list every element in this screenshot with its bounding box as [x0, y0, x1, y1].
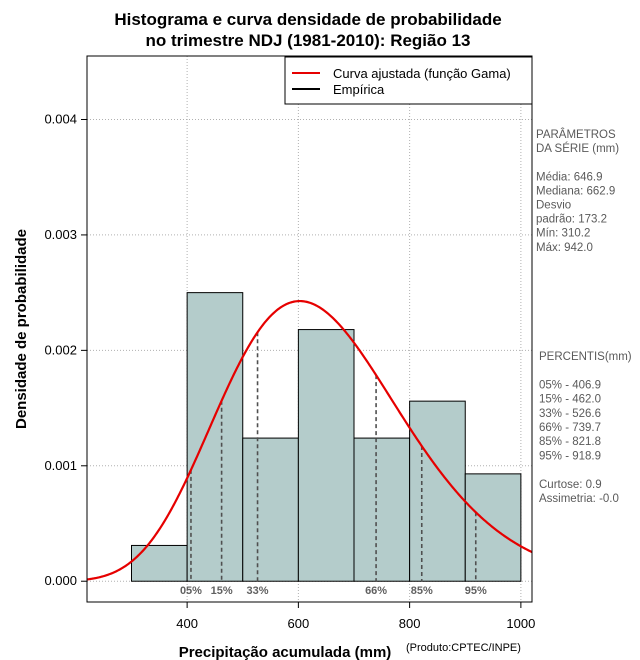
x-axis-label: Precipitação acumulada (mm)	[179, 644, 392, 660]
y-axis-label: Densidade de probabilidade	[13, 229, 30, 429]
histogram-bar-1	[186, 292, 244, 582]
percentile-label-4: 85%	[411, 585, 433, 597]
param-line-3: Média: 646.9	[536, 171, 603, 183]
y-tick-label-4: 0.004	[44, 111, 77, 126]
param-line-0: PARÂMETROS	[536, 128, 616, 141]
percentiles-panel: PERCENTIS(mm) 05% - 406.9 15% - 462.0 33% -…	[539, 351, 632, 505]
chart-title-line-1: Histograma e curva densidade de probabil…	[114, 10, 501, 29]
y-axis: 0.000 0.001 0.002 0.003 0.004	[44, 111, 87, 588]
fitted-curve-layer	[86, 299, 533, 581]
x-tick-label-1: 600	[288, 616, 310, 631]
param-line-1: DA SÉRIE (mm)	[536, 142, 619, 155]
percentis-line-0: PERCENTIS(mm)	[539, 351, 632, 363]
x-tick-label-3: 1000	[506, 616, 535, 631]
percentis-line-7: 95% - 918.9	[539, 450, 601, 462]
histogram-bar-3	[297, 329, 355, 582]
percentile-label-0: 05%	[180, 585, 202, 597]
param-line-4: Mediana: 662.9	[536, 185, 615, 197]
x-tick-label-2: 800	[399, 616, 421, 631]
histogram-bar-2	[242, 437, 299, 582]
chart-title-line-2: no trimestre NDJ (1981-2010): Região 13	[145, 31, 470, 50]
percentis-line-5: 66% - 739.7	[539, 422, 601, 434]
percentile-lines	[190, 332, 477, 582]
y-tick-label-3: 0.003	[44, 227, 77, 242]
param-line-7: Mín: 310.2	[536, 228, 590, 240]
legend: Curva ajustada (função Gama) Empírica	[284, 56, 533, 105]
x-tick-label-0: 400	[176, 616, 198, 631]
percentis-line-4: 33% - 526.6	[539, 408, 601, 420]
percentis-line-9: Curtose: 0.9	[539, 479, 602, 491]
param-line-5: Desvio	[536, 200, 571, 212]
y-tick-label-0: 0.000	[44, 573, 77, 588]
product-credit: (Produto:CPTEC/INPE)	[406, 642, 521, 654]
histogram-bar-4	[353, 437, 411, 582]
percentile-label-3: 66%	[365, 585, 387, 597]
histogram-bars	[131, 292, 522, 582]
legend-label-empirical: Empírica	[333, 82, 385, 97]
histogram-bar-0	[131, 544, 188, 582]
percentis-line-3: 15% - 462.0	[539, 394, 601, 406]
y-tick-label-2: 0.002	[44, 342, 77, 357]
y-tick-label-1: 0.001	[44, 458, 77, 473]
param-line-8: Máx: 942.0	[536, 242, 593, 254]
percentile-label-5: 95%	[465, 585, 487, 597]
x-axis: 400 600 800 1000	[176, 602, 535, 631]
percentile-labels: 05% 15% 33% 66% 85% 95%	[180, 585, 487, 597]
percentis-line-6: 85% - 821.8	[539, 436, 601, 448]
fitted-gamma-curve	[86, 299, 533, 581]
param-line-6: padrão: 173.2	[536, 214, 607, 226]
plot-frame	[86, 55, 533, 603]
percentis-line-10: Assimetria: -0.0	[539, 493, 619, 505]
legend-label-curve: Curva ajustada (função Gama)	[333, 66, 511, 81]
percentile-label-2: 33%	[247, 585, 269, 597]
series-parameters-panel: PARÂMETROS DA SÉRIE (mm) Média: 646.9 Medi…	[536, 128, 619, 254]
percentile-label-1: 15%	[211, 585, 233, 597]
percentis-line-2: 05% - 406.9	[539, 379, 601, 391]
legend-box	[284, 56, 533, 105]
